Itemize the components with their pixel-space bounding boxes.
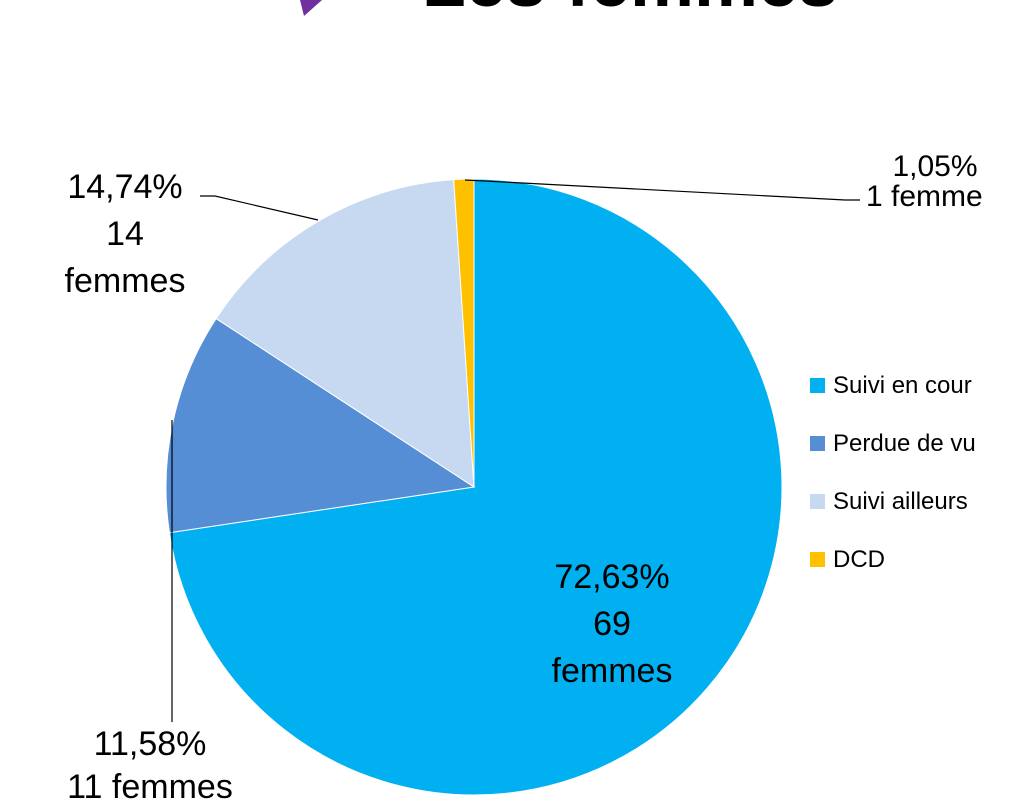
data-label: 14,74% [67, 168, 182, 206]
leader-line [464, 179, 860, 201]
legend-label: Suivi en cour [833, 372, 972, 399]
legend-label: Perdue de vu [833, 430, 976, 457]
pie-slice [165, 317, 476, 534]
pie-slice [215, 179, 475, 488]
data-label: 72,63% [554, 558, 669, 596]
data-label: femmes [65, 262, 186, 300]
data-label: 1,05% [892, 150, 977, 183]
legend-label: Suivi ailleurs [833, 488, 968, 515]
data-label: 69 [593, 605, 631, 643]
leader-line [200, 195, 319, 221]
pie-slice [168, 178, 783, 796]
data-label: 11 femmes [67, 768, 233, 801]
title-icon [300, 0, 322, 16]
data-label: femmes [552, 652, 673, 690]
data-label: 1 femme [866, 180, 983, 213]
legend-swatch [810, 378, 825, 393]
legend-swatch [810, 494, 825, 509]
legend-label: DCD [833, 546, 885, 573]
data-label: 11,58% [94, 725, 207, 763]
pie-slice [453, 178, 475, 488]
legend-swatch [810, 436, 825, 451]
data-label: 14 [106, 215, 144, 253]
legend-swatch [810, 552, 825, 567]
chart-title: Les femmes [422, 0, 838, 22]
